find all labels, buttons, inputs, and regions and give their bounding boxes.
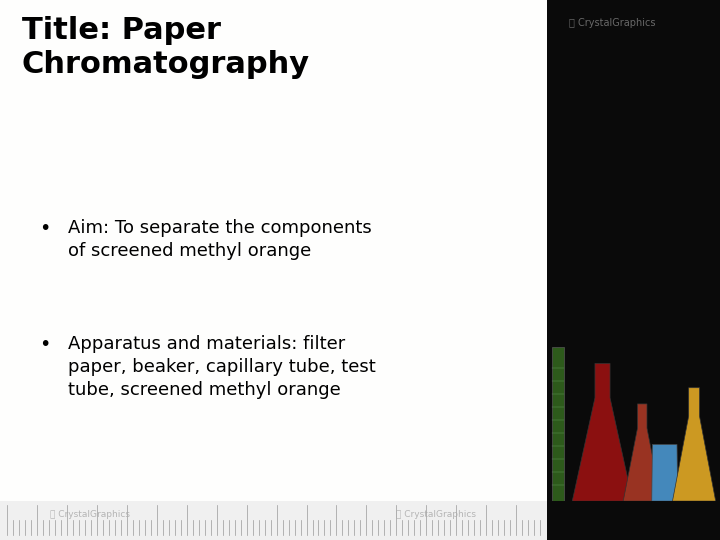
Text: Aim: To separate the components
of screened methyl orange: Aim: To separate the components of scree…: [68, 219, 372, 260]
FancyBboxPatch shape: [0, 501, 547, 540]
Text: •: •: [40, 335, 51, 354]
Text: ⧈ CrystalGraphics: ⧈ CrystalGraphics: [396, 510, 476, 519]
FancyBboxPatch shape: [547, 0, 720, 540]
Text: ⧈ CrystalGraphics: ⧈ CrystalGraphics: [569, 18, 655, 28]
Polygon shape: [624, 404, 661, 501]
Text: Title: Paper
Chromatography: Title: Paper Chromatography: [22, 16, 310, 79]
Polygon shape: [652, 444, 678, 501]
Polygon shape: [672, 388, 716, 501]
Text: ⧈ CrystalGraphics: ⧈ CrystalGraphics: [50, 510, 130, 519]
Polygon shape: [552, 347, 564, 501]
Text: •: •: [40, 219, 51, 238]
Polygon shape: [572, 363, 633, 501]
Text: Apparatus and materials: filter
paper, beaker, capillary tube, test
tube, screen: Apparatus and materials: filter paper, b…: [68, 335, 376, 399]
